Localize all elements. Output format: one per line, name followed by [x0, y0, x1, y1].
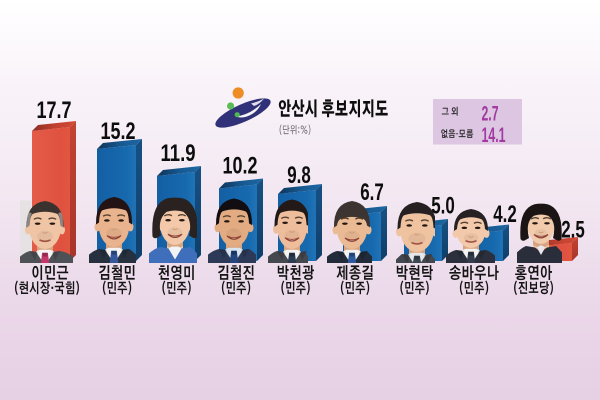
svg-text:10.2: 10.2 — [223, 152, 258, 179]
svg-text:6.7: 6.7 — [360, 179, 384, 206]
svg-text:14.1: 14.1 — [482, 123, 506, 147]
svg-text:2.7: 2.7 — [482, 102, 499, 126]
svg-text:17.7: 17.7 — [37, 97, 72, 124]
svg-text:2.5: 2.5 — [561, 216, 585, 243]
svg-text:4.2: 4.2 — [493, 201, 517, 228]
svg-text:5.0: 5.0 — [431, 192, 455, 219]
svg-text:15.2: 15.2 — [101, 118, 136, 145]
svg-text:9.8: 9.8 — [287, 162, 311, 189]
svg-text:11.9: 11.9 — [161, 140, 196, 167]
